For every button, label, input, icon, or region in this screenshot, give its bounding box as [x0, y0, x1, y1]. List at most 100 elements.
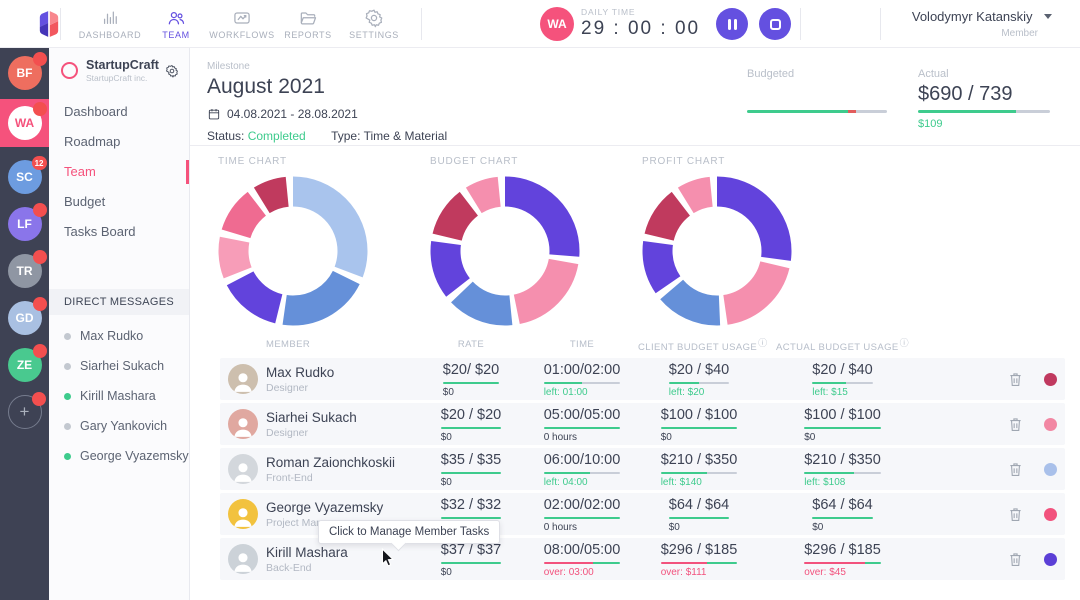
direct-message-item[interactable]: Max Rudko — [49, 321, 189, 351]
column-header-member: MEMBER — [266, 338, 311, 350]
time-chart: TIME CHART — [218, 156, 430, 326]
nav-item-reports[interactable]: REPORTS — [275, 0, 341, 48]
donut-chart — [218, 176, 368, 326]
sidebar-item-dashboard[interactable]: Dashboard — [49, 97, 189, 127]
sidebar-item-budget[interactable]: Budget — [49, 187, 189, 217]
client-budget-cell: $64 / $64 $0 — [638, 496, 760, 533]
direct-message-item[interactable]: Gary Yankovich — [49, 411, 189, 441]
cell-sub-label: $0 — [668, 521, 680, 533]
cell-value: 02:00/02:00 — [543, 496, 621, 513]
cell-progress-bar — [668, 381, 730, 384]
table-row[interactable]: Siarhei Sukach Designer $20 / $20 $0 05:0… — [220, 403, 1065, 445]
daily-time-label: DAILY TIME — [581, 7, 636, 17]
delete-member-button[interactable] — [995, 550, 1035, 569]
rail-avatar[interactable]: ZE — [0, 344, 49, 382]
cell-value: $32 / $32 — [440, 496, 502, 513]
nav-item-dashboard[interactable]: DASHBOARD — [77, 0, 143, 48]
info-icon[interactable]: ⓘ — [758, 338, 768, 349]
avatar — [228, 409, 258, 439]
member-color-dot — [1043, 417, 1057, 431]
cell-value: 05:00/05:00 — [543, 406, 621, 423]
info-icon[interactable]: ⓘ — [899, 338, 910, 349]
chevron-down-icon — [1044, 14, 1052, 19]
user-menu[interactable]: Volodymyr Katanskiy Member — [912, 8, 1052, 39]
nav-item-settings[interactable]: SETTINGS — [341, 0, 407, 48]
sidebar-menu-label: Dashboard — [64, 104, 128, 119]
delete-member-button[interactable] — [995, 505, 1035, 524]
milestone-date-range: 04.08.2021 - 28.08.2021 — [227, 107, 358, 121]
cell-value: $64 / $64 — [668, 496, 730, 513]
nav-item-workflows[interactable]: WORKFLOWS — [209, 0, 275, 48]
trash-icon — [1009, 417, 1021, 431]
rail-avatar[interactable]: WA — [0, 99, 49, 147]
direct-message-item[interactable]: George Vyazemsky — [49, 441, 189, 471]
stop-timer-button[interactable] — [759, 8, 791, 40]
table-row[interactable]: Max Rudko Designer $20/ $20 $0 01:00/02:0… — [220, 358, 1065, 400]
cell-value: 08:00/05:00 — [543, 541, 621, 558]
cell-progress-bar — [440, 471, 502, 474]
presence-dot-icon — [64, 392, 71, 400]
direct-message-item[interactable]: Kirill Mashara — [49, 381, 189, 411]
avatar: ZE — [7, 344, 47, 382]
cell-sub-label: over: 03:00 — [543, 566, 594, 578]
cell-progress-bar — [660, 426, 738, 429]
timer-user-avatar[interactable]: WA — [540, 7, 574, 41]
nav-label: TEAM — [162, 30, 190, 40]
nav-label: SETTINGS — [349, 30, 399, 40]
type-value: Time & Material — [363, 129, 448, 143]
top-bar: DASHBOARD TEAM WORKFLOWS REPORTS SETTING… — [0, 0, 1080, 48]
member-name: Kirill Mashara — [266, 544, 348, 560]
donut-chart — [430, 176, 580, 326]
rail-avatar[interactable]: LF — [0, 203, 49, 241]
cell-sub-label: left: 04:00 — [543, 476, 588, 488]
actual-budget-cell: $210 / $350 left: $108 — [760, 451, 925, 488]
rate-cell: $20/ $20 $0 — [416, 361, 526, 398]
pause-timer-button[interactable] — [716, 8, 748, 40]
cell-progress-bar — [543, 471, 621, 474]
milestone-title: August 2021 — [207, 75, 325, 98]
nav-label: WORKFLOWS — [209, 30, 275, 40]
sidebar-item-tasks-board[interactable]: Tasks Board — [49, 217, 189, 247]
profit-chart: PROFIT CHART — [642, 156, 854, 326]
sidebar-menu-label: Budget — [64, 194, 106, 209]
time-cell: 02:00/02:00 0 hours — [526, 496, 638, 533]
direct-message-name: Max Rudko — [80, 329, 144, 343]
direct-message-item[interactable]: Siarhei Sukach — [49, 351, 189, 381]
table-row[interactable]: Roman Zaionchkoskii Front-End $35 / $35 $… — [220, 448, 1065, 490]
sidebar-menu-label: Roadmap — [64, 134, 121, 149]
workspace-header[interactable]: StartupCraft StartupCraft inc. — [49, 48, 189, 91]
member-color-dot — [1043, 372, 1057, 386]
rail-avatar[interactable]: TR — [0, 250, 49, 288]
app-logo-icon[interactable] — [34, 9, 64, 39]
topbar-divider — [60, 8, 61, 40]
workspace-settings-gear-icon[interactable] — [165, 64, 179, 78]
sidebar-item-roadmap[interactable]: Roadmap — [49, 127, 189, 157]
delete-member-button[interactable] — [995, 415, 1035, 434]
client-budget-cell: $20 / $40 left: $20 — [638, 361, 760, 398]
milestone-header: Milestone August 2021 04.08.2021 - 28.08… — [207, 61, 447, 143]
add-workspace-button[interactable]: + — [0, 392, 49, 429]
member-name: Siarhei Sukach — [266, 409, 357, 425]
cell-sub-label: left: $20 — [668, 386, 705, 398]
rail-avatar[interactable]: GD — [0, 297, 49, 335]
actual-budget-cell: $64 / $64 $0 — [760, 496, 925, 533]
cell-progress-bar — [543, 561, 621, 564]
member-color-dot — [1043, 552, 1057, 566]
avatar: TR — [7, 250, 47, 288]
table-row[interactable]: Kirill Mashara Back-End $37 / $37 $0 08:0… — [220, 538, 1065, 580]
cell-progress-bar — [543, 381, 621, 384]
cell-sub-label: $0 — [440, 566, 452, 578]
cell-value: 06:00/10:00 — [543, 451, 621, 468]
type-label: Type: — [331, 129, 361, 143]
rail-avatar[interactable]: SC 12 — [0, 156, 49, 194]
cell-value: $20/ $20 — [442, 361, 500, 378]
delete-member-button[interactable] — [995, 460, 1035, 479]
cell-value: $20 / $40 — [668, 361, 730, 378]
member-role: Front-End — [266, 471, 313, 484]
budgeted-label: Budgeted — [747, 68, 795, 80]
sidebar-item-team[interactable]: Team — [49, 157, 189, 187]
direct-messages-header: DIRECT MESSAGES — [49, 289, 189, 315]
rail-avatar[interactable]: BF — [0, 52, 49, 90]
nav-item-team[interactable]: TEAM — [143, 0, 209, 48]
delete-member-button[interactable] — [995, 370, 1035, 389]
